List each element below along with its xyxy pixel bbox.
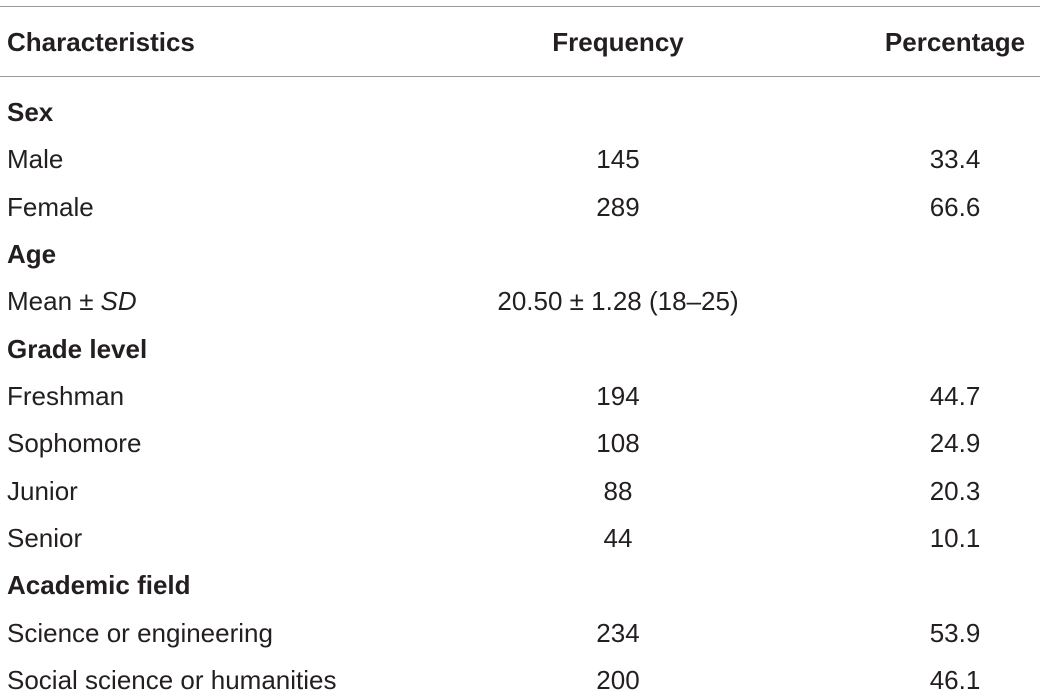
percentage: 66.6 — [929, 191, 981, 222]
frequency: 289 — [596, 191, 640, 222]
row-label: Social science or humanities — [7, 664, 337, 696]
header-rule — [0, 76, 1040, 77]
frequency: 88 — [603, 475, 633, 506]
label-text: Male — [7, 144, 64, 175]
frequency: 44 — [603, 522, 633, 553]
column-header: Characteristics — [7, 27, 195, 57]
frequency: 20.50 ± 1.28 (18–25) — [497, 286, 739, 317]
frequency: 200 — [596, 664, 640, 695]
row-label: Mean ± SD — [7, 285, 137, 317]
percentage: 44.7 — [929, 380, 981, 411]
row-label: Senior — [7, 522, 82, 554]
row-label: Science or engineering — [7, 617, 273, 649]
column-header: Percentage — [884, 27, 1026, 57]
top-rule — [0, 6, 1040, 7]
percentage: 24.9 — [929, 428, 981, 459]
label-text: Sophomore — [7, 428, 142, 459]
section-title: Academic field — [7, 570, 191, 601]
label-text: Social science or humanities — [7, 664, 337, 695]
label-text: Senior — [7, 522, 83, 553]
frequency: 234 — [596, 617, 640, 648]
frequency: 194 — [596, 380, 640, 411]
column-header: Frequency — [552, 27, 684, 57]
row-label: Junior — [7, 475, 78, 507]
row-label: Male — [7, 143, 63, 175]
percentage: 53.9 — [929, 617, 981, 648]
section-title: Age — [7, 238, 57, 269]
label-text: Science or engineering — [7, 617, 273, 648]
frequency: 145 — [596, 144, 640, 175]
section-title: Sex — [7, 97, 54, 127]
row-label: Sophomore — [7, 427, 141, 459]
percentage: 20.3 — [929, 475, 981, 506]
percentage: 10.1 — [929, 522, 981, 553]
percentage: 33.4 — [929, 144, 981, 175]
label-text: Mean ± — [7, 286, 94, 317]
percentage: 46.1 — [929, 664, 981, 695]
label-text: Junior — [7, 475, 78, 506]
frequency: 108 — [596, 428, 640, 459]
label-text: Female — [7, 191, 94, 222]
label-text: Freshman — [7, 380, 125, 411]
row-label: Freshman — [7, 380, 124, 412]
row-label: Female — [7, 191, 94, 223]
label-italic: SD — [100, 286, 137, 317]
section-title: Grade level — [7, 333, 148, 364]
